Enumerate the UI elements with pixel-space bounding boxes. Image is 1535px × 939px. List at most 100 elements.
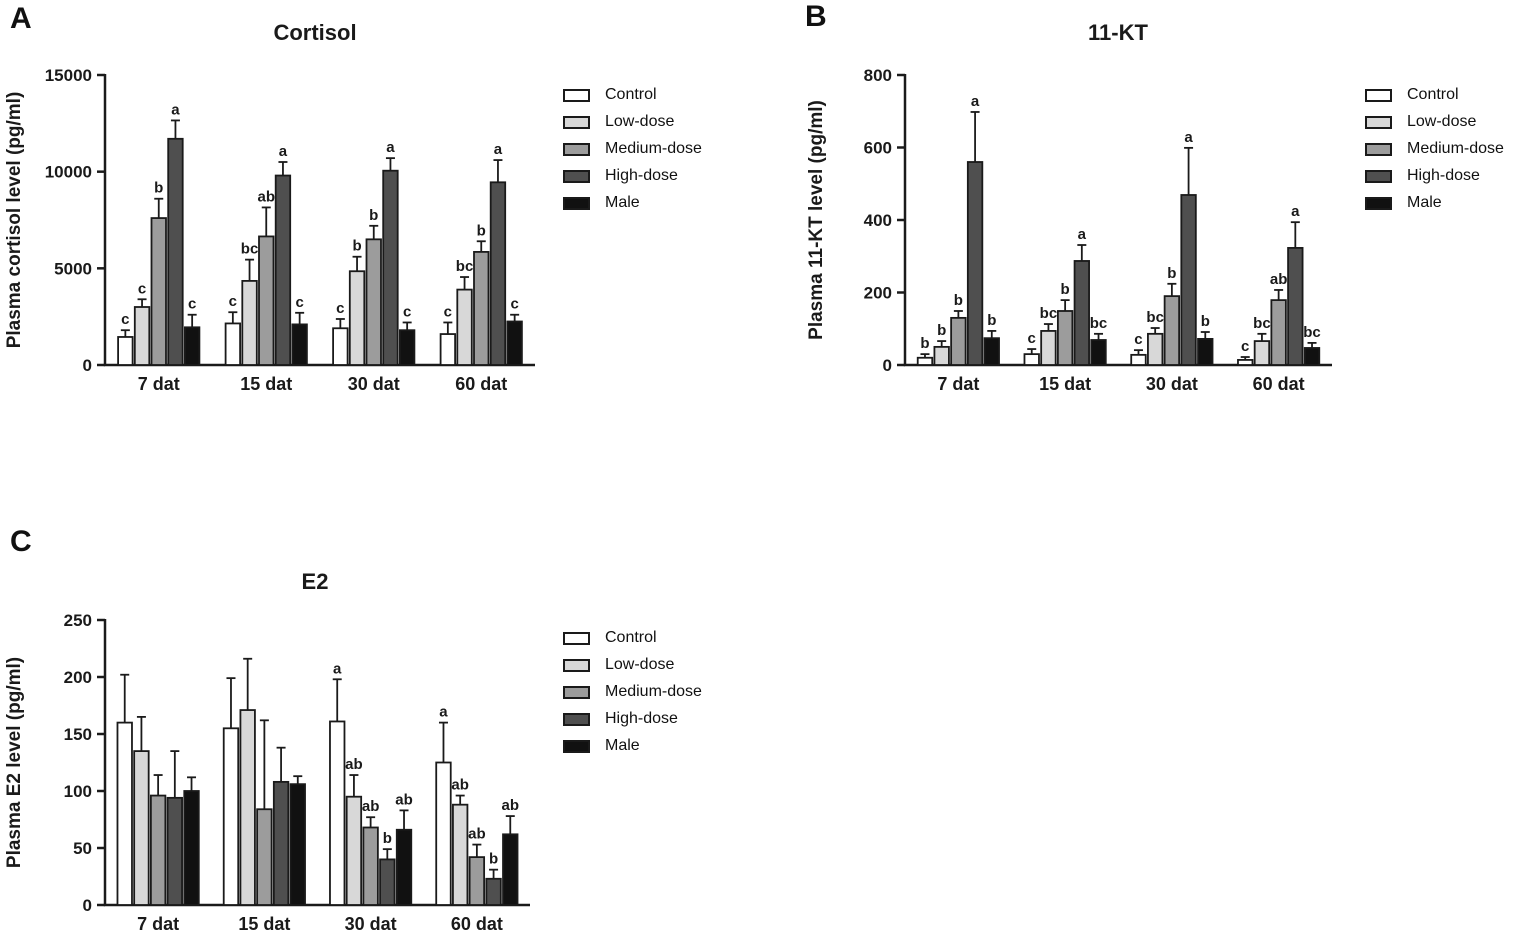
significance-letter: bc xyxy=(1303,324,1321,341)
y-tick-label: 100 xyxy=(64,782,92,801)
y-tick-label: 50 xyxy=(73,839,92,858)
legend-swatch-control xyxy=(563,631,590,645)
legend-label: High-dose xyxy=(605,167,678,184)
legend-item-low-dose: Low-dose xyxy=(563,655,702,675)
bar-male-7-dat xyxy=(183,326,201,366)
x-category-label: 60 dat xyxy=(455,374,507,394)
legend-item-low-dose: Low-dose xyxy=(1365,112,1504,132)
significance-letter: b xyxy=(987,312,996,329)
bar-low-dose-30-dat xyxy=(345,795,363,906)
y-tick-label: 800 xyxy=(864,66,892,85)
significance-letter: a xyxy=(494,141,503,158)
bar-low-dose-15-dat xyxy=(239,709,256,906)
y-tick-label: 600 xyxy=(864,139,892,158)
bar-high-dose-30-dat xyxy=(382,169,399,366)
bar-medium-dose-30-dat xyxy=(362,826,379,906)
significance-letter: b xyxy=(154,180,163,197)
legend-item-low-dose: Low-dose xyxy=(563,112,702,132)
y-tick-label: 250 xyxy=(64,611,92,630)
significance-letter: b xyxy=(489,851,498,868)
bar-high-dose-7-dat xyxy=(167,137,184,366)
bar-male-30-dat xyxy=(395,828,413,906)
significance-letter: bc xyxy=(1146,309,1164,326)
significance-letter: a xyxy=(971,93,980,110)
significance-letter: c xyxy=(121,311,129,328)
significance-letter: b xyxy=(920,335,929,352)
panel-cortisol: A 0 5000 10000 15000 Plasma cortisol level (… xyxy=(0,0,760,430)
bar-high-dose-30-dat xyxy=(1180,194,1197,366)
bar-high-dose-15-dat xyxy=(1073,260,1090,366)
significance-letter: ab xyxy=(345,756,363,773)
y-tick-label: 200 xyxy=(64,668,92,687)
legend-item-high-dose: High-dose xyxy=(563,166,702,186)
bar-high-dose-60-dat xyxy=(485,877,502,906)
legend-swatch-medium-dose xyxy=(563,685,590,699)
panel-e2: C 0 50 100 150 200 250 Plasma E2 level (pg/ml)… xyxy=(0,525,760,939)
bar-medium-dose-60-dat xyxy=(1270,299,1287,366)
panel-label-b: B xyxy=(805,0,827,33)
legend-label: Medium-dose xyxy=(605,140,702,157)
legend-label: Medium-dose xyxy=(1407,140,1504,157)
y-tick-label: 5000 xyxy=(54,259,92,278)
legend-label: Male xyxy=(605,194,640,211)
legend-item-male: Male xyxy=(563,193,702,213)
bar-high-dose-15-dat xyxy=(272,780,290,906)
legend-item-high-dose: High-dose xyxy=(563,709,702,729)
significance-letter: b xyxy=(937,322,946,339)
significance-letter: c xyxy=(188,296,196,313)
bar-control-30-dat xyxy=(329,720,346,906)
y-tick-label: 0 xyxy=(883,356,892,375)
significance-letter: ab xyxy=(362,798,380,815)
bar-medium-dose-30-dat xyxy=(1163,295,1181,366)
significance-letter: a xyxy=(1184,129,1193,146)
legend-swatch-low-dose xyxy=(1365,115,1392,129)
legend-item-male: Male xyxy=(563,736,702,756)
bar-control-30-dat xyxy=(1130,353,1147,366)
bar-medium-dose-30-dat xyxy=(365,238,382,366)
significance-letter: c xyxy=(403,303,411,320)
bar-control-7-dat xyxy=(916,356,934,366)
significance-letter: ab xyxy=(451,777,469,794)
significance-letter: ab xyxy=(395,791,413,808)
legend-swatch-male xyxy=(563,739,590,753)
legend-label: Male xyxy=(605,737,640,754)
significance-letter: a xyxy=(439,704,448,721)
legend-label: Control xyxy=(605,629,657,646)
significance-letter: b xyxy=(954,292,963,309)
significance-letter: c xyxy=(510,296,518,313)
x-category-label: 30 dat xyxy=(348,374,400,394)
significance-letter: c xyxy=(1028,330,1036,347)
legend-item-medium-dose: Medium-dose xyxy=(563,139,702,159)
cortisol-bar-chart: 0 5000 10000 15000 Plasma cortisol level (pg… xyxy=(4,20,535,394)
bar-low-dose-7-dat xyxy=(933,345,950,366)
significance-letter: bc xyxy=(1040,305,1058,322)
significance-letter: a xyxy=(171,101,180,118)
bar-medium-dose-15-dat xyxy=(1056,310,1074,366)
significance-letter: c xyxy=(138,280,146,297)
y-axis-label: Plasma E2 level (pg/ml) xyxy=(4,657,25,868)
legend-swatch-high-dose xyxy=(563,169,590,183)
x-category-label: 15 dat xyxy=(1039,374,1091,394)
bar-male-60-dat xyxy=(1303,347,1321,366)
x-category-label: 7 dat xyxy=(937,374,979,394)
bar-high-dose-60-dat xyxy=(489,181,507,366)
legend-item-control: Control xyxy=(563,628,702,648)
significance-letter: c xyxy=(336,300,344,317)
bar-low-dose-15-dat xyxy=(241,279,258,366)
legend-label: Low-dose xyxy=(605,656,675,673)
significance-letter: a xyxy=(333,660,342,677)
significance-letter: c xyxy=(295,294,303,311)
chart-title: Cortisol xyxy=(273,20,356,45)
significance-letter: b xyxy=(383,830,392,847)
panel-11kt: B 0 200 400 600 800 Plasma 11-KT level (pg/ml… xyxy=(795,0,1535,430)
bar-medium-dose-7-dat xyxy=(149,794,167,906)
bar-control-15-dat xyxy=(1023,353,1040,366)
bar-medium-dose-60-dat xyxy=(468,856,486,906)
bar-control-60-dat xyxy=(439,333,457,366)
legend-swatch-male xyxy=(1365,196,1392,210)
bar-male-60-dat xyxy=(502,833,519,906)
y-axis-label: Plasma 11-KT level (pg/ml) xyxy=(806,100,827,340)
legend-label: Medium-dose xyxy=(605,683,702,700)
bar-low-dose-30-dat xyxy=(1147,332,1164,366)
